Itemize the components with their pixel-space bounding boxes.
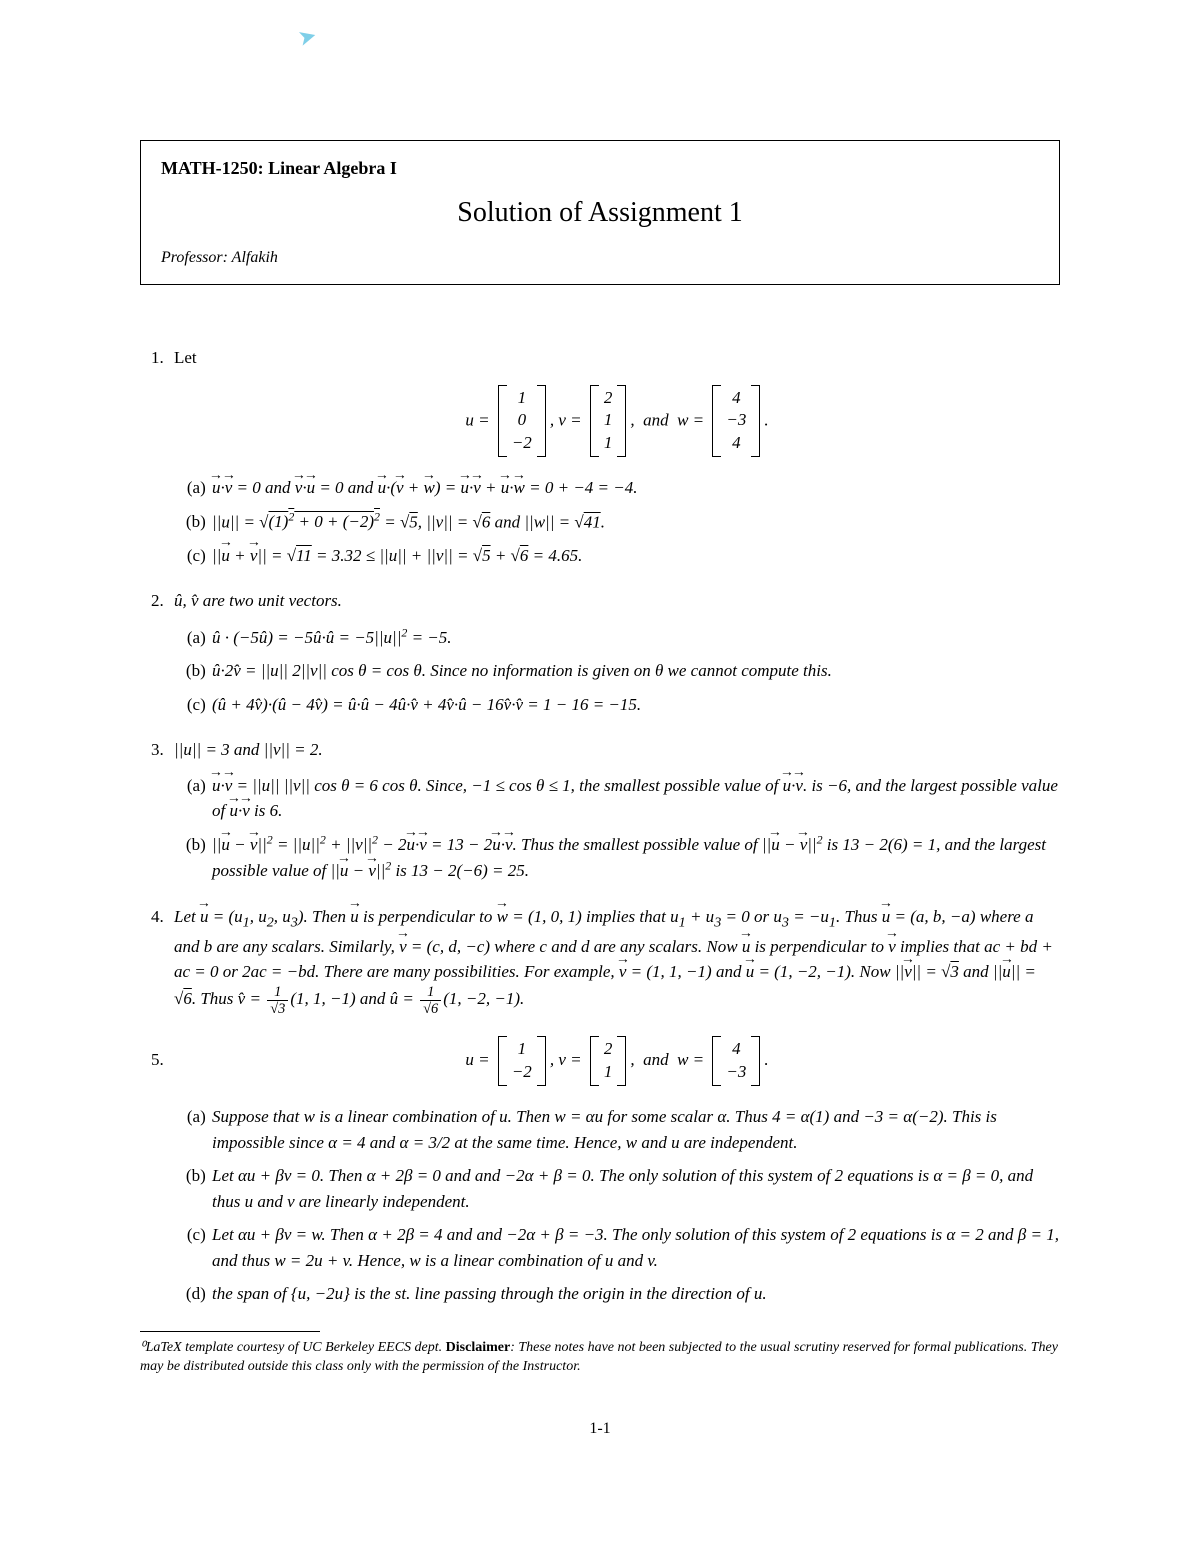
- problem-3: ||u|| = 3 and ||v|| = 2. u·v = ||u|| ||v…: [168, 737, 1060, 884]
- assignment-title: Solution of Assignment 1: [161, 192, 1039, 234]
- q1a: u·v = 0 and v·u = 0 and u·(v + w) = u·v …: [210, 475, 1060, 501]
- q1-vectors: u = 1 0 −2 , v = 2 1 1 , and w = 4 −3 4 …: [174, 385, 1060, 458]
- q1-intro: Let: [174, 348, 197, 367]
- q1b: ||u|| = √(1)2 + 0 + (−2)2 = √5, ||v|| = …: [210, 509, 1060, 535]
- course-code: MATH-1250: Linear Algebra I: [161, 155, 1039, 182]
- q2c: (û + 4v̂)·(û − 4v̂) = û·û − 4û·v̂ + 4v̂·…: [210, 692, 1060, 718]
- q5c: Let αu + βv = w. Then α + 2β = 4 and and…: [210, 1222, 1060, 1273]
- title-box: MATH-1250: Linear Algebra I Solution of …: [140, 140, 1060, 285]
- q5-parts: Suppose that w is a linear combination o…: [174, 1104, 1060, 1307]
- q3-intro: ||u|| = 3 and ||v|| = 2.: [174, 740, 323, 759]
- document-page: ➤ MATH-1250: Linear Algebra I Solution o…: [0, 0, 1200, 1553]
- problem-list: Let u = 1 0 −2 , v = 2 1 1 , and w = 4 −…: [140, 345, 1060, 1307]
- q3a: u·v = ||u|| ||v|| cos θ = 6 cos θ. Since…: [210, 773, 1060, 824]
- problem-4: Let u = (u1, u2, u3). Then u is perpendi…: [168, 904, 1060, 1017]
- footnote-template: ⁰LaTeX template courtesy of UC Berkeley …: [140, 1340, 442, 1355]
- professor-line: Professor: Alfakih: [161, 246, 1039, 270]
- footnote-rule: [140, 1331, 320, 1332]
- q3b: ||u − v||2 = ||u||2 + ||v||2 − 2u·v = 13…: [210, 832, 1060, 884]
- q1c: ||u + v|| = √11 = 3.32 ≤ ||u|| + ||v|| =…: [210, 543, 1060, 569]
- disclaimer-label: Disclaimer: [446, 1340, 511, 1355]
- q2b: û·2v̂ = ||u|| 2||v|| cos θ = cos θ. Sinc…: [210, 658, 1060, 684]
- problem-1: Let u = 1 0 −2 , v = 2 1 1 , and w = 4 −…: [168, 345, 1060, 568]
- q5d: the span of {u, −2u} is the st. line pas…: [210, 1281, 1060, 1307]
- q2-intro: û, v̂ are two unit vectors.: [174, 591, 342, 610]
- q5a: Suppose that w is a linear combination o…: [210, 1104, 1060, 1155]
- q3-parts: u·v = ||u|| ||v|| cos θ = 6 cos θ. Since…: [174, 773, 1060, 884]
- q1-parts: u·v = 0 and v·u = 0 and u·(v + w) = u·v …: [174, 475, 1060, 568]
- q2-parts: û · (−5û) = −5û·û = −5||u||2 = −5. û·2v̂…: [174, 624, 1060, 717]
- footnote: ⁰LaTeX template courtesy of UC Berkeley …: [140, 1338, 1060, 1377]
- q5-vectors: u = 1 −2 , v = 2 1 , and w = 4 −3 .: [174, 1036, 1060, 1086]
- page-number: 1-1: [140, 1417, 1060, 1441]
- problem-2: û, v̂ are two unit vectors. û · (−5û) = …: [168, 588, 1060, 717]
- pointer-icon: ➤: [294, 18, 320, 55]
- q5b: Let αu + βv = 0. Then α + 2β = 0 and and…: [210, 1163, 1060, 1214]
- q4-text: Let u = (u1, u2, u3). Then u is perpendi…: [174, 907, 1053, 1009]
- q2a: û · (−5û) = −5û·û = −5||u||2 = −5.: [210, 624, 1060, 650]
- problem-5: u = 1 −2 , v = 2 1 , and w = 4 −3 . Supp…: [168, 1036, 1060, 1306]
